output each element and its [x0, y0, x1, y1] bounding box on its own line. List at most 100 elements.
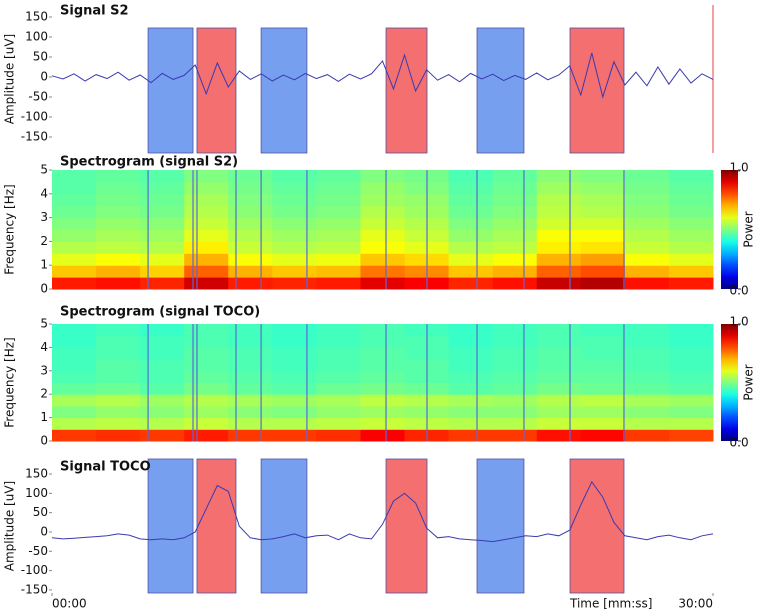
heatmap-cell — [536, 217, 582, 230]
heatmap-cell — [272, 417, 317, 430]
heatmap-cell — [140, 394, 185, 407]
heatmap-cell — [228, 253, 273, 266]
region — [569, 458, 625, 594]
heatmap-cell — [96, 335, 141, 348]
region — [196, 27, 237, 154]
panel-title: Spectrogram (signal TOCO) — [60, 305, 260, 320]
heatmap-cell — [140, 429, 185, 442]
heatmap-cell — [668, 359, 714, 372]
heatmap-cell — [360, 241, 406, 254]
heatmap-cell — [184, 277, 229, 290]
heatmap-cell — [272, 170, 317, 183]
heatmap-cell — [624, 205, 670, 219]
heatmap-cell — [668, 382, 714, 395]
heatmap-cell — [668, 170, 714, 183]
heatmap-cell — [96, 253, 141, 266]
region — [476, 458, 525, 594]
heatmap-cell — [140, 277, 185, 290]
heatmap-cell — [52, 347, 97, 360]
heatmap-cell — [448, 205, 494, 219]
heatmap-cell — [536, 193, 582, 207]
heatmap-cell — [228, 277, 273, 290]
y-axis-label: Frequency [Hz] — [3, 337, 17, 428]
y-tick-label: 1 — [40, 258, 48, 272]
colorbar — [721, 170, 738, 289]
colorbar-tick-label: 1.0 — [730, 315, 749, 329]
heatmap-cell — [228, 359, 273, 372]
heatmap-cell — [624, 347, 670, 360]
heatmap-cell — [272, 229, 317, 242]
heatmap-cell — [52, 370, 97, 383]
region — [260, 458, 308, 594]
signal-line — [51, 52, 714, 99]
heatmap-cell — [492, 217, 538, 230]
heatmap-cell — [492, 181, 538, 195]
region — [385, 458, 428, 594]
heatmap-cell — [624, 429, 670, 442]
x-tick-label: 30:00 — [678, 597, 713, 611]
heatmap-cell — [184, 181, 229, 195]
y-tick-label: -150 — [21, 582, 48, 596]
heatmap-cell — [96, 229, 141, 242]
heatmap-cell — [668, 405, 714, 419]
heatmap-cell — [228, 405, 273, 419]
heatmap-cell — [580, 347, 626, 360]
heatmap-cell — [272, 394, 317, 407]
heatmap-cell — [316, 417, 361, 430]
heatmap-cell — [624, 417, 670, 430]
heatmap-cell — [316, 394, 361, 407]
heatmap-cell — [316, 324, 361, 337]
heatmap-cell — [492, 241, 538, 254]
heatmap-cell — [140, 205, 185, 219]
heatmap-cell — [184, 417, 229, 430]
heatmap-cell — [580, 241, 626, 254]
heatmap-cell — [580, 405, 626, 419]
region — [196, 458, 237, 594]
heatmap-cell — [52, 394, 97, 407]
heatmap-cell — [96, 193, 141, 207]
heatmap-cell — [624, 405, 670, 419]
heatmap-cell — [360, 193, 406, 207]
heatmap-cell — [140, 405, 185, 419]
signal-line — [51, 480, 714, 543]
heatmap-cell — [448, 324, 494, 337]
heatmap-cell — [580, 429, 626, 442]
heatmap-cell — [360, 205, 406, 219]
heatmap-cell — [316, 347, 361, 360]
heatmap-cell — [52, 253, 97, 266]
heatmap-cell — [536, 405, 582, 419]
heatmap-cell — [96, 370, 141, 383]
heatmap-cell — [52, 382, 97, 395]
heatmap-cell — [228, 170, 273, 183]
heatmap-cell — [228, 394, 273, 407]
heatmap-cell — [52, 277, 97, 290]
heatmap-cell — [580, 394, 626, 407]
heatmap-cell — [448, 229, 494, 242]
heatmap-cell — [272, 241, 317, 254]
heatmap-cell — [272, 193, 317, 207]
heatmap-cell — [492, 359, 538, 372]
heatmap-cell — [492, 324, 538, 337]
heatmap-cell — [580, 324, 626, 337]
heatmap-cell — [624, 170, 670, 183]
heatmap-cell — [536, 417, 582, 430]
heatmap-cell — [228, 193, 273, 207]
heatmap-cell — [448, 405, 494, 419]
heatmap-cell — [492, 347, 538, 360]
heatmap-cell — [316, 335, 361, 348]
heatmap-cell — [624, 277, 670, 290]
heatmap-cell — [624, 394, 670, 407]
heatmap-cell — [668, 193, 714, 207]
heatmap-cell — [624, 265, 670, 278]
heatmap-cell — [184, 394, 229, 407]
heatmap-cell — [580, 335, 626, 348]
heatmap-cell — [360, 170, 406, 183]
y-tick-label: 3 — [40, 210, 48, 224]
y-axis-label: Frequency [Hz] — [3, 184, 17, 275]
heatmap-cell — [580, 417, 626, 430]
heatmap-cell — [184, 193, 229, 207]
heatmap-cell — [272, 347, 317, 360]
colorbar-tick-label: 0.0 — [730, 284, 749, 298]
heatmap-cell — [52, 229, 97, 242]
y-tick-label: 0 — [40, 434, 48, 448]
